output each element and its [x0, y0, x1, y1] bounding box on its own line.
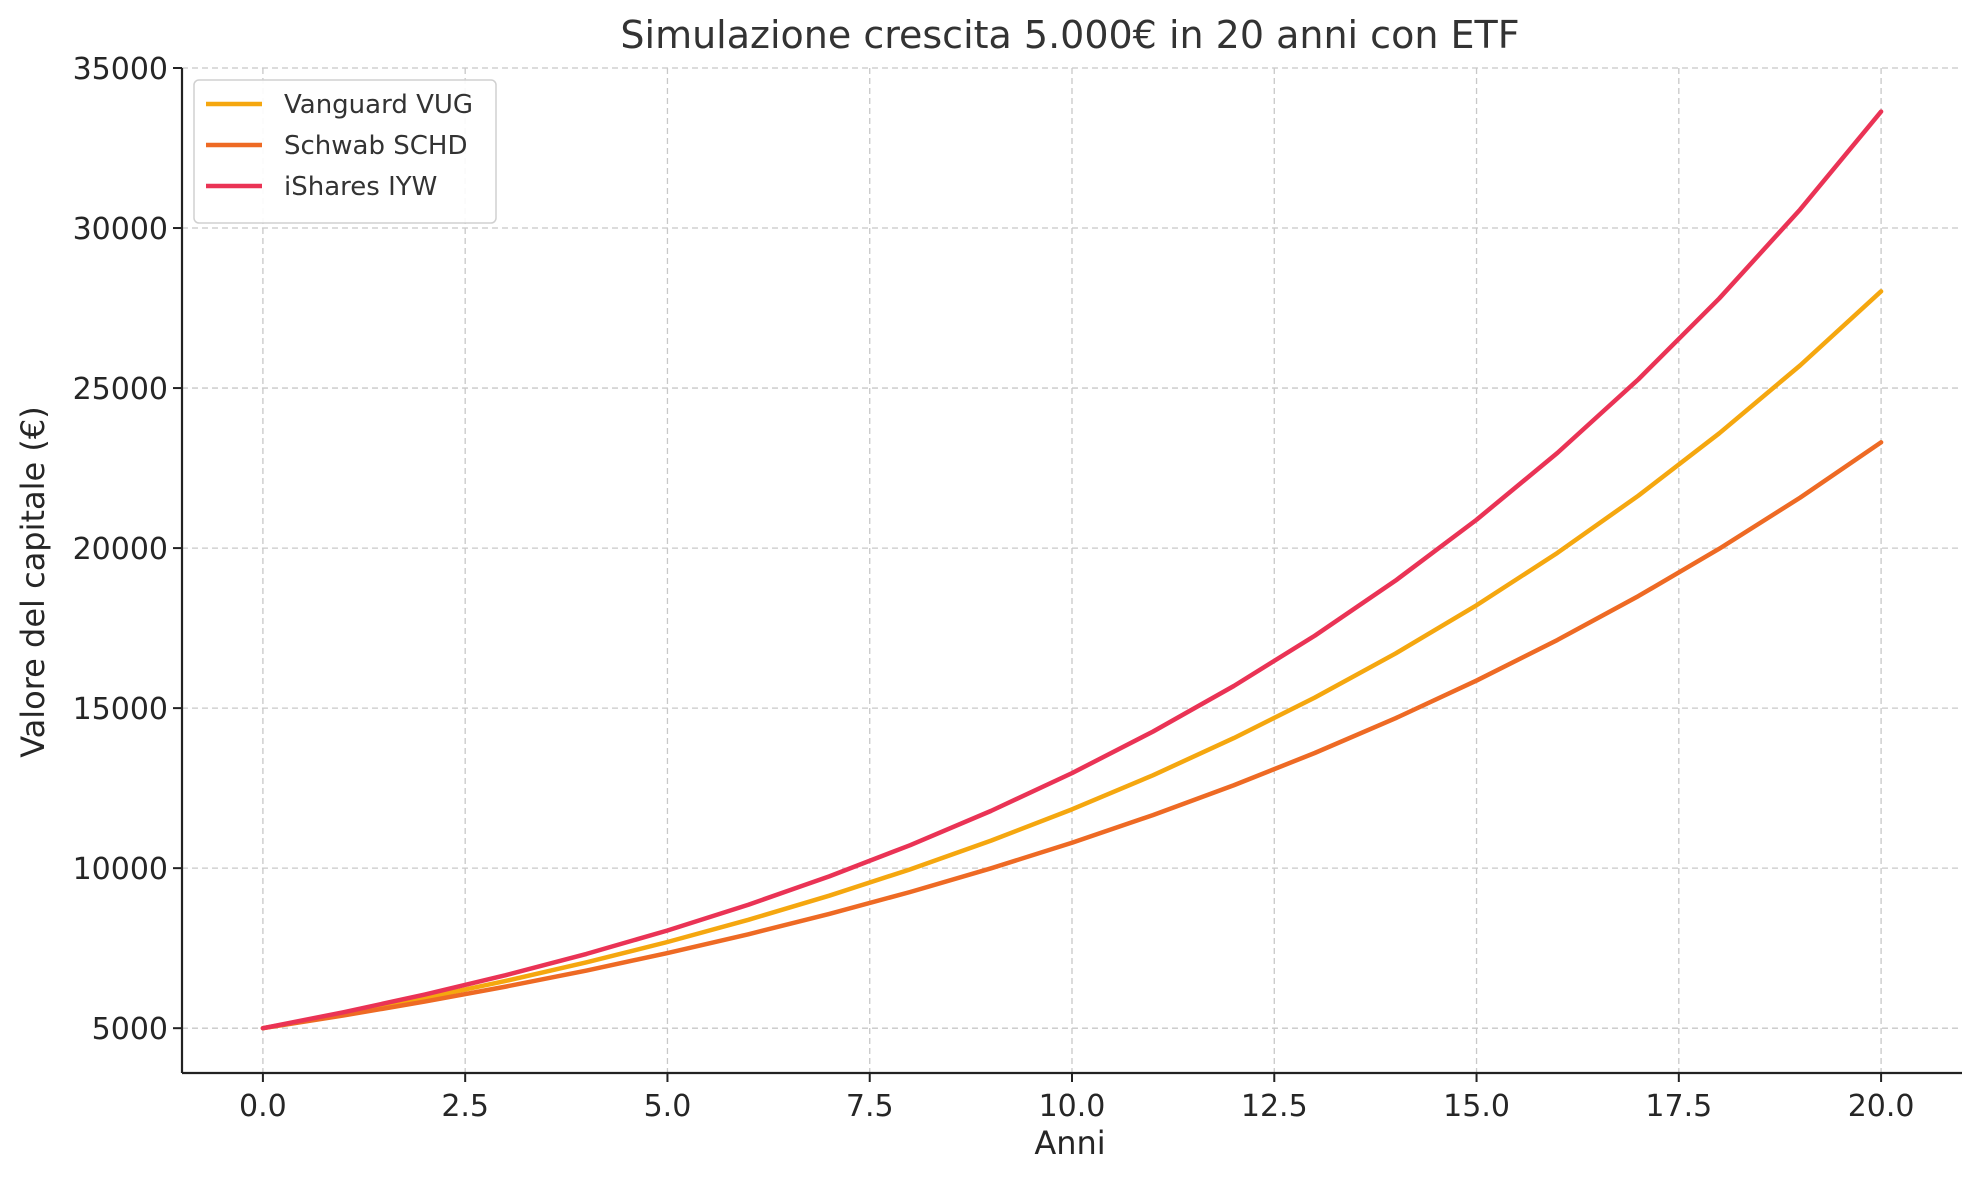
data-point [1070, 771, 1074, 775]
data-point [746, 918, 750, 922]
data-point [1798, 207, 1802, 211]
legend-label: Vanguard VUG [284, 90, 473, 120]
data-point [989, 809, 993, 813]
x-tick-label: 5.0 [644, 1089, 692, 1124]
data-point [1555, 638, 1559, 642]
data-point [827, 912, 831, 916]
x-tick-label: 15.0 [1443, 1089, 1510, 1124]
data-point [1879, 109, 1883, 113]
x-axis-ticks: 0.0 2.5 5.0 7.5 10.0 12.5 15.0 17.5 20.0 [239, 1073, 1914, 1124]
x-tick-label: 0.0 [239, 1089, 287, 1124]
legend-box [193, 79, 497, 224]
data-point [1879, 440, 1883, 444]
data-point [1070, 841, 1074, 845]
data-point [1555, 451, 1559, 455]
data-point [746, 932, 750, 936]
y-tick-label: 25000 [73, 372, 168, 407]
data-point [1555, 551, 1559, 555]
data-point [1636, 493, 1640, 497]
data-point [665, 951, 669, 955]
data-point [1151, 773, 1155, 777]
data-point [1313, 751, 1317, 755]
x-tick-label: 7.5 [846, 1089, 894, 1124]
x-tick-label: 12.5 [1241, 1089, 1308, 1124]
y-tick-label: 30000 [73, 212, 168, 247]
data-point [503, 979, 507, 983]
data-point [665, 928, 669, 932]
data-point [1232, 783, 1236, 787]
series-line-ishares-iyw [260, 109, 1884, 1031]
data-point [1151, 813, 1155, 817]
data-point [1879, 289, 1883, 293]
data-point [1232, 736, 1236, 740]
data-point [908, 890, 912, 894]
data-point [746, 903, 750, 907]
data-point [584, 952, 588, 956]
data-point [1393, 578, 1397, 582]
data-point [1393, 716, 1397, 720]
legend-item: Schwab SCHD [206, 131, 467, 161]
legend-item: Vanguard VUG [206, 90, 473, 120]
legend-label: iShares IYW [284, 172, 437, 202]
y-tick-label: 20000 [73, 532, 168, 567]
legend-item: iShares IYW [206, 172, 437, 202]
y-tick-label: 15000 [73, 692, 168, 727]
data-point [1474, 678, 1478, 682]
data-point [261, 1026, 265, 1030]
chart-title: Simulazione crescita 5.000€ in 20 anni c… [620, 13, 1519, 57]
data-point [827, 874, 831, 878]
data-point [1313, 634, 1317, 638]
data-point [423, 992, 427, 996]
data-point [503, 973, 507, 977]
data-point [423, 999, 427, 1003]
x-tick-label: 20.0 [1848, 1089, 1915, 1124]
data-point [1798, 495, 1802, 499]
data-point [1636, 594, 1640, 598]
data-point [1232, 684, 1236, 688]
y-tick-label: 35000 [73, 52, 168, 87]
data-point [1070, 807, 1074, 811]
x-tick-label: 17.5 [1645, 1089, 1712, 1124]
data-point [989, 838, 993, 842]
data-point [342, 1010, 346, 1014]
legend: Vanguard VUG Schwab SCHD iShares IYW [193, 79, 497, 224]
legend-label: Schwab SCHD [284, 131, 467, 161]
data-point [1636, 377, 1640, 381]
data-point [1474, 518, 1478, 522]
data-point [1798, 363, 1802, 367]
data-point [989, 866, 993, 870]
x-tick-label: 2.5 [441, 1089, 489, 1124]
data-point [665, 940, 669, 944]
data-point [1717, 431, 1721, 435]
series-line-vanguard-vug [260, 289, 1884, 1031]
data-point [503, 984, 507, 988]
data-point [1393, 651, 1397, 655]
data-point [1717, 547, 1721, 551]
data-point [908, 843, 912, 847]
series-line-schwab-schd [260, 440, 1884, 1031]
y-tick-label: 10000 [73, 852, 168, 887]
x-tick-label: 10.0 [1039, 1089, 1106, 1124]
data-point [827, 893, 831, 897]
y-axis-label: Valore del capitale (€) [14, 406, 52, 758]
data-point [1313, 695, 1317, 699]
y-axis-ticks: 5000 10000 15000 20000 25000 30000 35000 [73, 52, 182, 1047]
y-tick-label: 5000 [92, 1012, 168, 1047]
data-point [1717, 296, 1721, 300]
series-lines [260, 109, 1884, 1031]
data-point [584, 960, 588, 964]
data-point [584, 968, 588, 972]
data-point [908, 867, 912, 871]
x-axis-label: Anni [1034, 1124, 1105, 1162]
data-point [1474, 603, 1478, 607]
data-point [1151, 729, 1155, 733]
